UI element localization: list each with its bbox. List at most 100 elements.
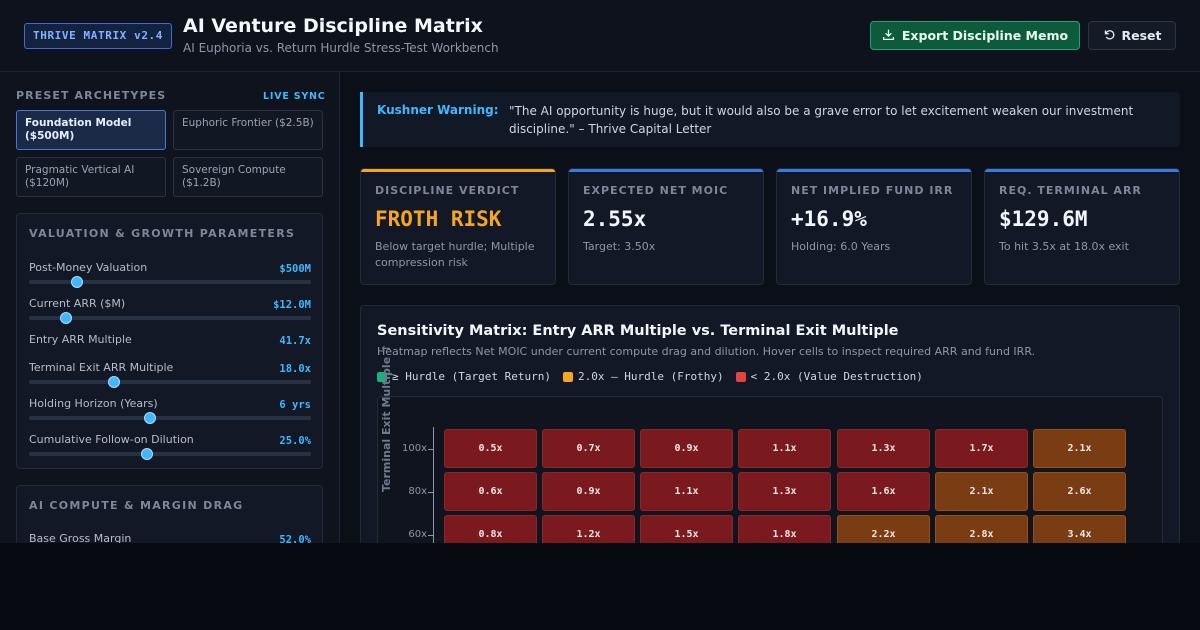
param-value: 25.0% [279,435,311,447]
y-tick-label: 100x [401,443,427,454]
heatmap-cell[interactable]: 1.1x [640,472,733,511]
kpi-terminal-arr: REQ. TERMINAL ARR $129.6M To hit 3.5x at… [984,168,1180,285]
heatmap-cell[interactable]: 1.3x [837,429,930,468]
heatmap-cell[interactable]: 0.9x [640,429,733,468]
compute-panel: AI COMPUTE & MARGIN DRAG Base Gross Marg… [16,485,323,543]
heatmap-cell[interactable]: 1.8x [738,515,831,543]
warning-quote: "The AI opportunity is huge, but it woul… [509,104,1134,136]
param-label: Entry ARR Multiple [29,333,132,346]
sidebar: PRESET ARCHETYPES LIVE SYNC Foundation M… [0,72,340,543]
reset-button[interactable]: Reset [1088,21,1176,50]
param-label: Holding Horizon (Years) [29,397,158,410]
legend-swatch [735,371,746,382]
heatmap-cell[interactable]: 3.4x [1033,515,1126,543]
kpi-value: +16.9% [791,207,867,231]
y-axis-title: Terminal Exit Multiple ↑ [380,343,393,492]
compute-panel-title: AI COMPUTE & MARGIN DRAG [29,499,244,512]
kpi-value: 2.55x [583,207,647,231]
slider-thumb[interactable] [141,448,154,460]
matrix-subtitle: Heatmap reflects Net MOIC under current … [377,345,1036,358]
preset-foundation-model[interactable]: Foundation Model ($500M) [16,110,166,150]
heatmap-cell[interactable]: 1.5x [640,515,733,543]
kpi-accent-bar [361,169,555,172]
legend-swatch [562,371,573,382]
kpi-value: FROTH RISK [375,207,502,231]
heatmap-cell[interactable]: 2.1x [1033,429,1126,468]
slider-thumb[interactable] [107,376,120,388]
kpi-label: NET IMPLIED FUND IRR [791,184,954,197]
legend-item-destruction: < 2.0x (Value Destruction) [735,370,923,383]
kpi-subtext: To hit 3.5x at 18.0x exit [999,240,1129,253]
export-memo-button[interactable]: Export Discipline Memo [870,21,1080,50]
slider-thumb[interactable] [144,412,157,424]
heatmap-cell[interactable]: 1.1x [738,429,831,468]
param-value: 41.7x [279,335,311,347]
param-value: $12.0M [273,299,311,311]
kpi-label: EXPECTED NET MOIC [583,184,729,197]
export-label: Export Discipline Memo [901,28,1069,43]
valuation-panel: VALUATION & GROWTH PARAMETERS Post-Money… [16,213,323,469]
heatmap-cell[interactable]: 1.2x [542,515,635,543]
param-label: Base Gross Margin [29,532,132,543]
legend-item-hurdle: ≥ Hurdle (Target Return) [377,370,551,383]
terminal-multiple-slider[interactable] [29,376,311,388]
kpi-discipline-verdict: DISCIPLINE VERDICT FROTH RISK Below targ… [360,168,556,285]
param-value: 52.0% [279,534,311,543]
heatmap-cell[interactable]: 1.7x [935,429,1028,468]
app-window: THRIVE MATRIX v2.4 AI Venture Discipline… [0,0,1200,543]
slider-thumb[interactable] [70,276,83,288]
legend-label: 2.0x – Hurdle (Frothy) [577,370,724,383]
warning-label: Kushner Warning: [377,103,499,117]
legend-item-frothy: 2.0x – Hurdle (Frothy) [562,370,724,383]
heatmap-cell[interactable]: 0.7x [542,429,635,468]
preset-sovereign-compute[interactable]: Sovereign Compute ($1.2B) [173,157,323,197]
heatmap-cell[interactable]: 0.9x [542,472,635,511]
header: THRIVE MATRIX v2.4 AI Venture Discipline… [0,0,1200,72]
holding-horizon-slider[interactable] [29,412,311,424]
kpi-accent-bar [777,169,971,172]
heatmap-cell[interactable]: 1.6x [837,472,930,511]
live-sync-indicator: LIVE SYNC [263,91,326,102]
param-value: 18.0x [279,363,311,375]
param-label: Cumulative Follow-on Dilution [29,433,194,446]
current-arr-slider[interactable] [29,312,311,324]
heatmap-cell[interactable]: 2.8x [935,515,1028,543]
heatmap-cell[interactable]: 0.6x [444,472,537,511]
kpi-fund-irr: NET IMPLIED FUND IRR +16.9% Holding: 6.0… [776,168,972,285]
legend-label: < 2.0x (Value Destruction) [750,370,923,383]
download-icon [882,28,895,44]
reset-label: Reset [1121,28,1162,43]
param-label: Post-Money Valuation [29,261,148,274]
heatmap: Terminal Exit Multiple ↑ 100x 80x 60x 0.5x 0… [377,344,1163,543]
y-axis-line [433,427,434,543]
version-badge: THRIVE MATRIX v2.4 [24,23,173,49]
matrix-title: Sensitivity Matrix: Entry ARR Multiple v… [377,323,899,339]
param-value: $500M [279,263,311,275]
kpi-subtext: Holding: 6.0 Years [791,240,891,253]
legend-label: ≥ Hurdle (Target Return) [392,370,551,383]
param-label: Terminal Exit ARR Multiple [29,361,174,374]
reset-icon [1103,28,1116,44]
param-value: 6 yrs [279,399,311,411]
preset-euphoric-frontier[interactable]: Euphoric Frontier ($2.5B) [173,110,323,150]
kpi-value: $129.6M [999,207,1088,231]
heatmap-cell[interactable]: 1.3x [738,472,831,511]
heatmap-cell[interactable]: 0.8x [444,515,537,543]
preset-pragmatic-vertical[interactable]: Pragmatic Vertical AI ($120M) [16,157,166,197]
heatmap-cell[interactable]: 0.5x [444,429,537,468]
kpi-label: REQ. TERMINAL ARR [999,184,1142,197]
heatmap-cell[interactable]: 2.2x [837,515,930,543]
y-axis-tick [428,535,434,536]
heatmap-cell[interactable]: 2.6x [1033,472,1126,511]
dilution-slider[interactable] [29,448,311,460]
kpi-accent-bar [569,169,763,172]
y-axis-tick [428,449,434,450]
kushner-warning: Kushner Warning: "The AI opportunity is … [360,92,1180,147]
heatmap-cell[interactable]: 2.1x [935,472,1028,511]
slider-thumb[interactable] [59,312,72,324]
y-axis-tick [428,492,434,493]
post-money-slider[interactable] [29,276,311,288]
kpi-accent-bar [985,169,1179,172]
param-label: Current ARR ($M) [29,297,126,310]
valuation-panel-title: VALUATION & GROWTH PARAMETERS [29,227,296,240]
